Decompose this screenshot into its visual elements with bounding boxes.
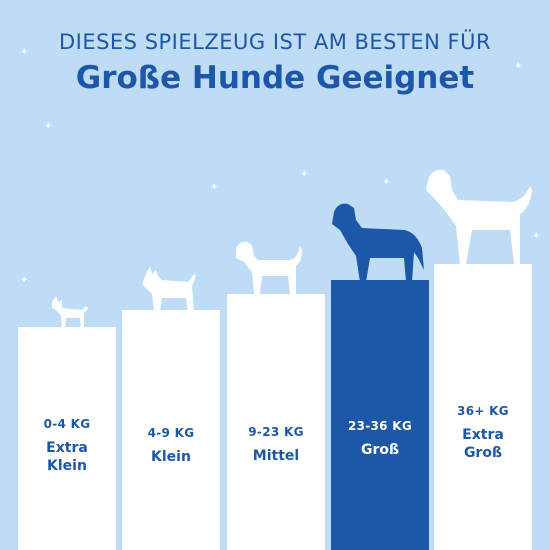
size-label: Groß — [360, 442, 400, 458]
size-pillar-gross: 23-36 KG Groß — [331, 280, 429, 550]
dog-silhouette-icon — [332, 203, 424, 282]
size-pillar-extra-gross: 36+ KG Extra Groß — [434, 264, 532, 550]
subtitle: DIESES SPIELZEUG IST AM BESTEN FÜR — [58, 30, 492, 54]
size-label: Mittel — [252, 448, 300, 464]
star-icon: ✦ — [44, 121, 53, 132]
size-label: Klein — [151, 449, 191, 465]
weight-range: 23-36 KG — [347, 419, 413, 433]
size-pillar-extra-klein: 0-4 KG Extra Klein — [18, 327, 116, 550]
star-icon: ✦ — [382, 177, 391, 188]
star-icon: ✦ — [20, 275, 29, 286]
weight-range: 4-9 KG — [147, 426, 195, 440]
weight-range: 9-23 KG — [248, 425, 304, 439]
star-icon: ✦ — [532, 231, 541, 242]
star-icon: ✦ — [514, 61, 523, 72]
bark-logo: BARK — [462, 512, 528, 536]
size-label: Extra Klein — [46, 440, 88, 474]
page-title: Große Hunde Geeignet — [75, 60, 475, 96]
weight-range: 0-4 KG — [43, 417, 91, 431]
size-label: Extra Groß — [462, 427, 504, 461]
star-icon: ✦ — [20, 47, 29, 58]
dog-silhouette-icon — [426, 169, 532, 264]
size-pillar-klein: 4-9 KG Klein — [122, 310, 220, 550]
star-icon: ✦ — [210, 182, 219, 193]
dog-silhouette-icon — [236, 241, 302, 294]
dog-silhouette-icon — [52, 296, 88, 330]
dog-silhouette-icon — [142, 266, 196, 312]
size-pillar-mittel: 9-23 KG Mittel — [227, 294, 325, 550]
star-icon: ✦ — [300, 169, 309, 180]
weight-range: 36+ KG — [457, 404, 509, 418]
